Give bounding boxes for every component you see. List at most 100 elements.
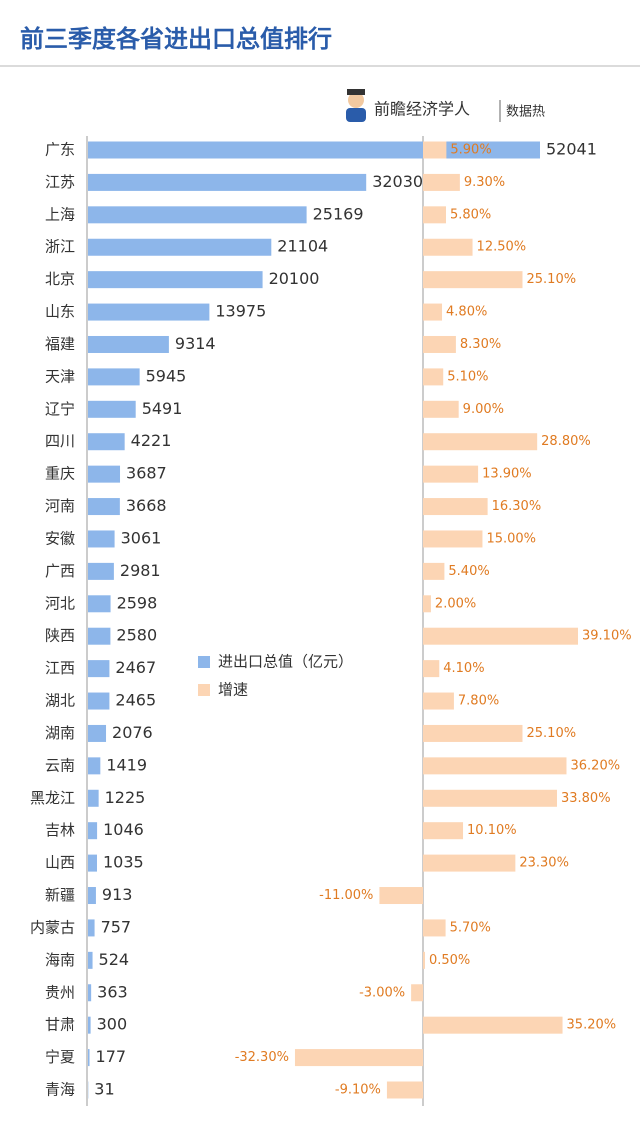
category-label: 山东	[45, 303, 75, 321]
growth-bar	[423, 206, 446, 224]
category-label: 江苏	[45, 173, 75, 191]
value-bar	[88, 724, 107, 742]
growth-label: 5.90%	[450, 143, 491, 158]
growth-bar	[386, 1081, 423, 1099]
value-label: 300	[97, 1015, 128, 1034]
value-bar	[88, 530, 115, 548]
value-label: 2467	[115, 658, 156, 677]
growth-label: 5.40%	[448, 564, 489, 579]
value-bar	[88, 1049, 90, 1067]
value-bar	[88, 887, 96, 905]
growth-label: 25.10%	[527, 726, 577, 741]
growth-bar	[423, 854, 516, 872]
growth-bar	[423, 238, 473, 256]
value-label: 1046	[103, 820, 144, 839]
growth-bar	[423, 1016, 563, 1034]
category-label: 山西	[45, 854, 75, 872]
value-bar	[88, 1016, 91, 1034]
growth-bar	[423, 724, 523, 742]
value-label: 913	[102, 885, 133, 904]
category-label: 湖南	[45, 724, 75, 742]
value-bar	[88, 368, 140, 386]
value-bar	[88, 173, 367, 191]
category-label: 河北	[45, 594, 75, 612]
growth-label: 25.10%	[527, 272, 577, 287]
value-label: 21104	[277, 237, 328, 256]
growth-bar	[423, 660, 440, 678]
value-label: 2580	[116, 626, 157, 645]
growth-bar	[423, 400, 459, 418]
value-label: 31	[94, 1080, 114, 1099]
growth-bar	[423, 498, 488, 516]
growth-label: -11.00%	[319, 888, 373, 903]
category-label: 陕西	[45, 627, 75, 645]
growth-label: 5.10%	[447, 369, 488, 384]
growth-label: 28.80%	[541, 434, 591, 449]
growth-label: -9.10%	[335, 1083, 381, 1098]
growth-bar	[379, 887, 423, 905]
growth-label: 0.50%	[429, 953, 470, 968]
legend-label: 进出口总值（亿元）	[218, 653, 353, 671]
brand: 前瞻经济学人	[374, 100, 470, 119]
growth-label: 4.80%	[446, 305, 487, 320]
category-label: 四川	[45, 432, 75, 450]
value-bar	[88, 433, 125, 451]
value-label: 5491	[142, 399, 183, 418]
value-label: 2076	[112, 723, 153, 742]
growth-label: 23.30%	[519, 856, 569, 871]
growth-bar	[423, 595, 431, 613]
growth-bar	[423, 368, 444, 386]
value-bar	[88, 465, 121, 483]
growth-label: 5.80%	[450, 207, 491, 222]
growth-bar	[423, 757, 567, 775]
growth-bar	[423, 530, 483, 548]
growth-bar	[423, 627, 578, 645]
category-label: 广东	[45, 141, 75, 159]
category-label: 辽宁	[45, 400, 75, 418]
category-label: 安徽	[45, 529, 75, 547]
value-label: 2465	[115, 691, 156, 710]
value-label: 20100	[269, 269, 320, 288]
category-label: 北京	[45, 270, 75, 288]
growth-bar	[423, 433, 538, 451]
category-label: 河南	[45, 497, 75, 515]
value-bar	[88, 335, 169, 353]
category-label: 宁夏	[45, 1048, 75, 1066]
category-label: 海南	[45, 951, 75, 969]
value-bar	[88, 400, 136, 418]
value-label: 32030	[372, 172, 423, 191]
category-label: 青海	[45, 1081, 75, 1099]
growth-label: -32.30%	[235, 1050, 289, 1065]
category-label: 福建	[45, 335, 75, 353]
category-label: 江西	[45, 659, 75, 677]
value-bar	[88, 627, 111, 645]
category-label: 广西	[45, 562, 75, 580]
value-bar	[88, 692, 110, 710]
value-bar	[88, 562, 114, 580]
value-bar	[88, 206, 307, 224]
value-label: 1225	[105, 788, 146, 807]
growth-label: 7.80%	[458, 694, 499, 709]
growth-label: 2.00%	[435, 596, 476, 611]
category-label: 甘肃	[45, 1016, 75, 1034]
value-label: 1419	[106, 755, 147, 774]
category-label: 重庆	[45, 465, 75, 483]
value-label: 524	[99, 950, 130, 969]
value-bar	[88, 951, 93, 969]
value-label: 3061	[121, 528, 162, 547]
growth-bar	[423, 335, 456, 353]
growth-bar	[423, 141, 447, 159]
value-label: 2598	[117, 593, 158, 612]
growth-label: 9.00%	[463, 402, 504, 417]
growth-bar	[423, 465, 479, 483]
value-label: 13975	[215, 302, 266, 321]
value-bar	[88, 919, 95, 937]
value-label: 4221	[131, 431, 172, 450]
growth-label: 4.10%	[443, 661, 484, 676]
growth-bar	[423, 822, 464, 840]
growth-label: 36.20%	[571, 758, 621, 773]
value-label: 5945	[146, 366, 187, 385]
brand-tag: 数据热	[506, 105, 545, 120]
growth-bar	[423, 173, 460, 191]
